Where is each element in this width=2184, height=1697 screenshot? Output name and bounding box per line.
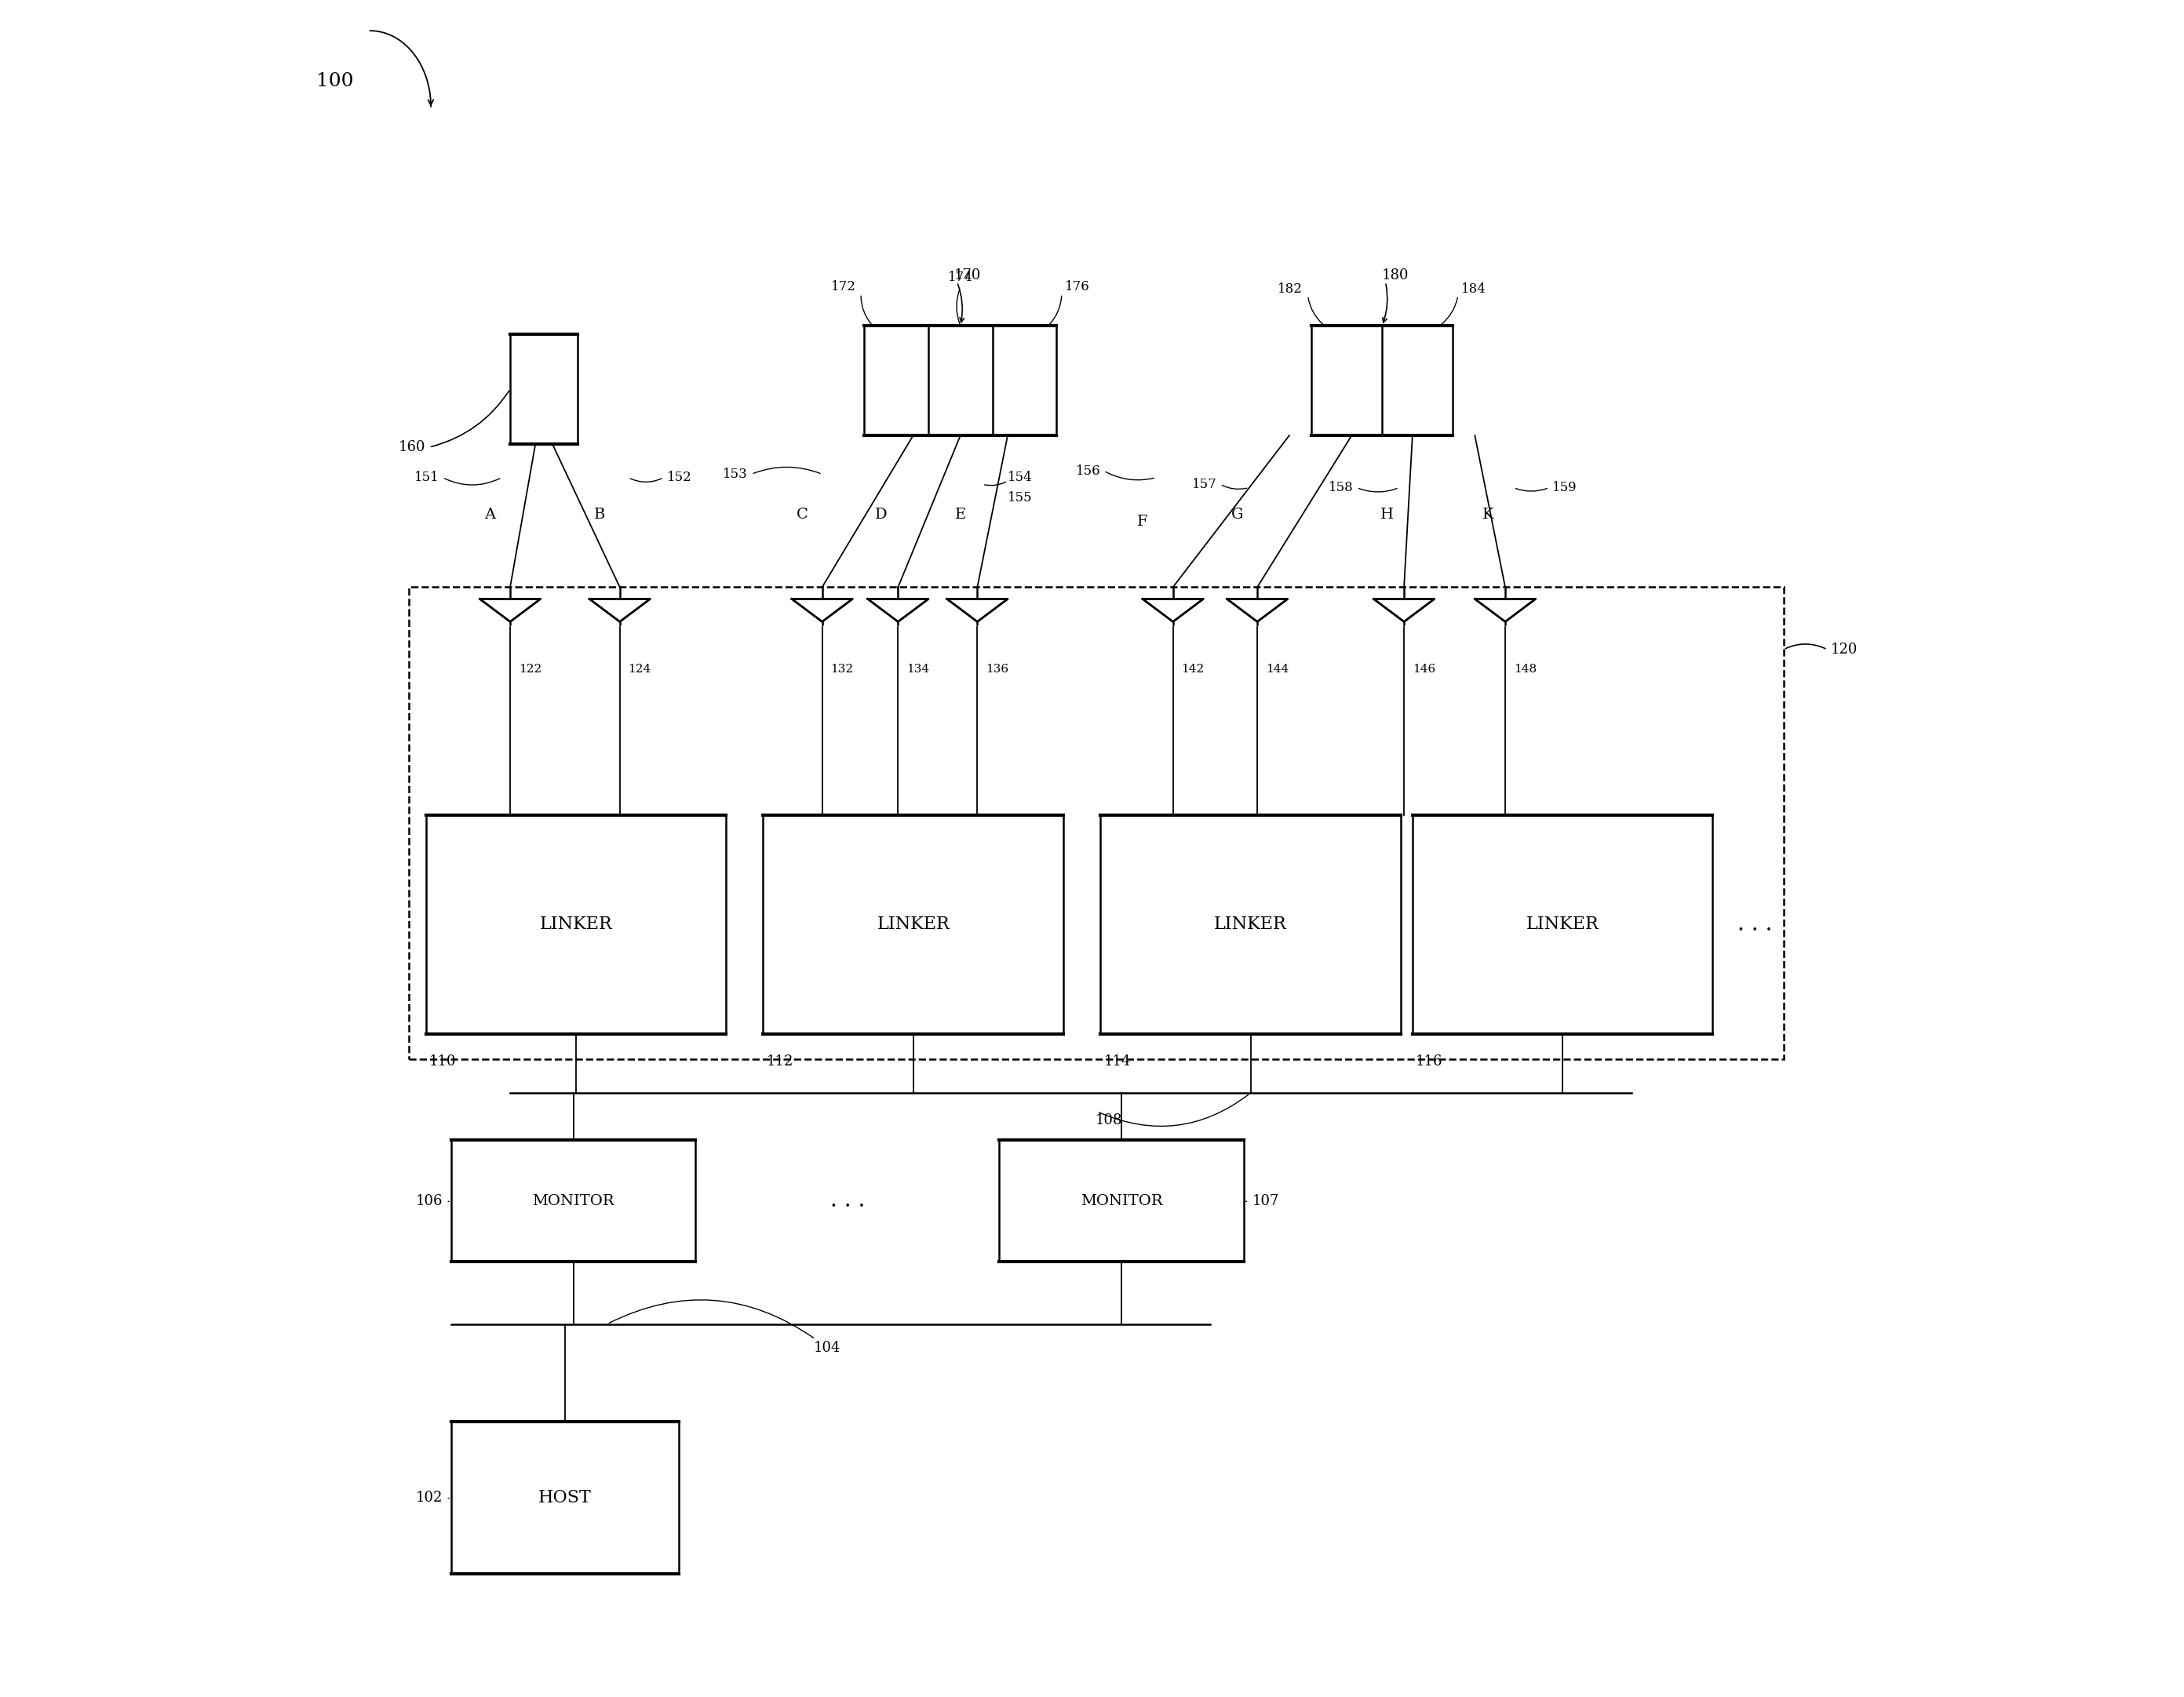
Text: 120: 120 — [1830, 643, 1859, 657]
Text: 122: 122 — [518, 664, 542, 675]
Text: 153: 153 — [723, 467, 747, 480]
Bar — [511, 334, 577, 445]
Text: 154: 154 — [1007, 470, 1033, 484]
Text: 176: 176 — [1066, 280, 1090, 294]
Text: 106: 106 — [415, 1193, 443, 1208]
Polygon shape — [1227, 599, 1289, 621]
Text: 110: 110 — [430, 1054, 456, 1069]
Text: 102: 102 — [415, 1490, 443, 1505]
Text: 142: 142 — [1182, 664, 1203, 675]
Text: LINKER: LINKER — [1527, 916, 1599, 933]
Bar — [426, 815, 725, 1033]
Text: 146: 146 — [1413, 664, 1435, 675]
Text: H: H — [1380, 507, 1393, 521]
Polygon shape — [948, 599, 1007, 621]
Text: 108: 108 — [1096, 1113, 1123, 1127]
Text: 144: 144 — [1267, 664, 1289, 675]
Text: HOST: HOST — [537, 1488, 592, 1507]
Text: . . .: . . . — [830, 1190, 865, 1212]
Text: LINKER: LINKER — [876, 916, 950, 933]
Text: 107: 107 — [1251, 1193, 1280, 1208]
Bar — [1000, 1140, 1245, 1261]
Text: A: A — [485, 507, 496, 521]
Text: 155: 155 — [1007, 490, 1033, 504]
Text: . . .: . . . — [1738, 913, 1771, 935]
Polygon shape — [1374, 599, 1435, 621]
Bar — [452, 1422, 679, 1573]
Polygon shape — [480, 599, 539, 621]
Text: 151: 151 — [415, 470, 439, 484]
Text: 114: 114 — [1103, 1054, 1131, 1069]
Text: 148: 148 — [1514, 664, 1538, 675]
Text: 170: 170 — [954, 268, 981, 282]
Text: 157: 157 — [1192, 477, 1216, 490]
Polygon shape — [793, 599, 852, 621]
Text: 174: 174 — [948, 270, 972, 283]
Text: 180: 180 — [1382, 268, 1409, 282]
Bar — [865, 326, 1057, 436]
Text: C: C — [797, 507, 808, 521]
Text: 112: 112 — [767, 1054, 793, 1069]
Bar — [762, 815, 1064, 1033]
Text: MONITOR: MONITOR — [533, 1193, 614, 1208]
Text: 124: 124 — [629, 664, 651, 675]
Bar — [1413, 815, 1712, 1033]
Text: F: F — [1138, 514, 1149, 528]
Text: 116: 116 — [1415, 1054, 1444, 1069]
Text: 172: 172 — [830, 280, 856, 294]
Text: 100: 100 — [317, 73, 354, 90]
Text: LINKER: LINKER — [1214, 916, 1286, 933]
Bar — [408, 587, 1784, 1059]
Text: 182: 182 — [1278, 282, 1304, 295]
Text: E: E — [954, 507, 965, 521]
Text: 156: 156 — [1075, 465, 1101, 477]
Bar — [1101, 815, 1400, 1033]
Text: K: K — [1483, 507, 1494, 521]
Text: 159: 159 — [1553, 480, 1577, 494]
Text: 160: 160 — [400, 440, 426, 455]
Text: 158: 158 — [1328, 480, 1354, 494]
Polygon shape — [867, 599, 928, 621]
Polygon shape — [590, 599, 651, 621]
Text: G: G — [1232, 507, 1243, 521]
Polygon shape — [1474, 599, 1535, 621]
Text: 136: 136 — [985, 664, 1009, 675]
Text: LINKER: LINKER — [539, 916, 612, 933]
Text: 134: 134 — [906, 664, 930, 675]
Text: 132: 132 — [830, 664, 854, 675]
Bar — [1310, 326, 1452, 436]
Text: D: D — [876, 507, 887, 521]
Bar — [452, 1140, 697, 1261]
Text: 184: 184 — [1461, 282, 1487, 295]
Text: 104: 104 — [815, 1341, 841, 1354]
Text: B: B — [594, 507, 605, 521]
Text: 152: 152 — [666, 470, 692, 484]
Polygon shape — [1142, 599, 1203, 621]
Text: MONITOR: MONITOR — [1081, 1193, 1162, 1208]
